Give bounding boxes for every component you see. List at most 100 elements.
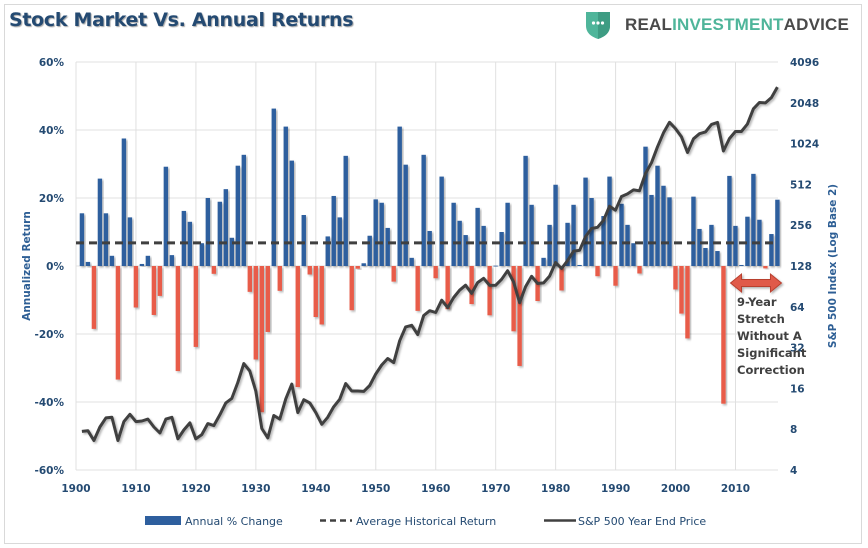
annotation-line: Correction <box>737 363 805 377</box>
bar-1919 <box>187 221 193 266</box>
bar-1966 <box>469 266 474 305</box>
bar-1971 <box>499 232 504 266</box>
y2-tick-label: 32 <box>790 343 805 355</box>
bar-1913 <box>151 266 157 315</box>
bar-1991 <box>619 203 624 266</box>
bar-1994 <box>637 266 642 274</box>
bar-1973 <box>511 266 516 332</box>
bar-1926 <box>229 237 235 266</box>
bar-2001 <box>679 266 684 314</box>
brand-text-investment: INVESTMENT <box>672 15 784 34</box>
bar-2015 <box>763 266 768 269</box>
bar-1924 <box>217 201 223 266</box>
bar-1937 <box>295 266 300 388</box>
x-tick-label: 2010 <box>721 483 750 495</box>
y2-tick-label: 4 <box>790 465 797 477</box>
x-tick-label: 1960 <box>421 483 450 495</box>
bar-1955 <box>403 164 408 266</box>
y-tick-label: -20% <box>35 329 65 341</box>
bar-1911 <box>139 263 145 266</box>
bar-1948 <box>361 263 366 266</box>
y-tick-label: 40% <box>39 125 65 137</box>
bar-1996 <box>649 194 654 266</box>
y2-tick-label: 256 <box>790 220 812 232</box>
bar-1918 <box>181 210 187 266</box>
bar-2016 <box>769 234 774 266</box>
bar-2010 <box>733 225 738 266</box>
price-line-group <box>81 86 779 442</box>
bar-1914 <box>157 266 163 296</box>
annotation-line: 9-Year <box>737 295 777 309</box>
bar-1941 <box>319 266 324 325</box>
bar-1942 <box>325 236 330 266</box>
x-tick-label: 1910 <box>121 483 150 495</box>
bar-1907 <box>115 266 121 380</box>
bar-1947 <box>355 266 360 269</box>
x-axis-ticks: 1900 1910 1920 1930 1940 1950 1960 1970 1980 1990… <box>61 483 750 495</box>
bar-1905 <box>103 213 109 266</box>
bar-1993 <box>631 243 636 266</box>
y2-axis-title: S&P 500 Index (Log Base 2) <box>827 184 839 348</box>
bar-2007 <box>715 251 720 266</box>
y2-axis-ticks: 4096 2048 1024 512 256 128 64 32 16 8 4 <box>790 57 819 477</box>
bar-1952 <box>385 227 390 266</box>
legend: Annual % Change Average Historical Retur… <box>145 515 706 528</box>
bar-1958 <box>421 154 426 266</box>
annotation-line: Stretch <box>737 312 785 326</box>
bar-1988 <box>601 216 606 266</box>
x-tick-label: 1980 <box>541 483 570 495</box>
bar-1932 <box>265 266 270 332</box>
bar-1902 <box>85 261 91 266</box>
bar-1962 <box>445 266 450 310</box>
bar-1975 <box>523 155 528 266</box>
bar-1929 <box>247 266 253 292</box>
bar-1930 <box>253 266 258 360</box>
chart-frame <box>4 4 862 544</box>
bar-1936 <box>289 160 294 266</box>
bar-1910 <box>133 266 139 308</box>
bar-1928 <box>241 154 247 266</box>
bar-1980 <box>553 184 558 266</box>
bar-1939 <box>307 266 312 275</box>
bar-1922 <box>205 198 211 266</box>
double-arrow-icon <box>729 272 783 294</box>
bar-1916 <box>169 255 175 266</box>
bar-1934 <box>277 266 282 291</box>
bar-1998 <box>661 185 666 266</box>
bar-1915 <box>163 166 169 266</box>
y-axis-ticks: 60% 40% 20% 0% -20% -40% -60% <box>35 57 65 477</box>
bar-1961 <box>439 176 444 266</box>
x-tick-label: 1970 <box>481 483 510 495</box>
bar-1931 <box>259 266 264 413</box>
bar-1990 <box>613 266 618 286</box>
y2-tick-label: 16 <box>790 383 805 395</box>
bar-1969 <box>487 266 492 316</box>
bar-1921 <box>199 243 205 266</box>
bar-1945 <box>343 155 348 266</box>
bar-1982 <box>565 222 570 266</box>
bar-1908 <box>121 138 127 266</box>
bar-1923 <box>211 266 217 274</box>
y2-tick-label: 4096 <box>790 57 819 69</box>
y-axis-title: Annualized Return <box>21 211 33 321</box>
bar-2008 <box>721 266 726 404</box>
bar-2000 <box>673 266 678 290</box>
bar-series <box>79 108 780 413</box>
bar-1903 <box>91 266 97 329</box>
gridlines <box>75 61 778 471</box>
legend-label-annual-change: Annual % Change <box>185 515 283 528</box>
bar-1938 <box>301 215 306 266</box>
bar-1957 <box>415 266 420 311</box>
bar-1984 <box>577 264 582 266</box>
bar-1960 <box>433 266 438 279</box>
annotation-line: Without A <box>737 329 802 343</box>
bar-1950 <box>373 199 378 266</box>
y2-tick-label: 2048 <box>790 98 819 110</box>
bar-1935 <box>283 126 288 266</box>
bar-2004 <box>697 228 702 266</box>
bar-1974 <box>517 266 522 366</box>
y2-tick-label: 64 <box>790 302 805 314</box>
y-tick-label: 20% <box>39 193 65 205</box>
bar-1999 <box>667 197 672 266</box>
bar-2009 <box>727 175 732 266</box>
